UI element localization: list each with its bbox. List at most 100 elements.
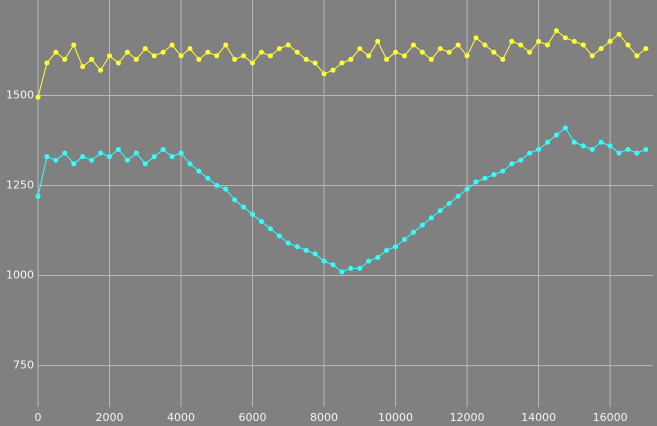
data-point <box>223 186 229 192</box>
data-point <box>133 56 139 62</box>
data-point <box>178 150 184 156</box>
data-point <box>267 53 273 59</box>
data-point <box>232 56 238 62</box>
data-point <box>321 71 327 77</box>
data-point <box>545 42 551 48</box>
x-tick-label: 4000 <box>167 411 195 424</box>
data-point <box>89 56 95 62</box>
data-point <box>437 208 443 214</box>
data-point <box>241 53 247 59</box>
x-tick-label: 12000 <box>450 411 485 424</box>
data-point <box>643 46 649 52</box>
data-point <box>250 60 256 66</box>
data-point <box>428 215 434 221</box>
data-point <box>348 265 354 271</box>
data-point <box>124 49 130 55</box>
data-point <box>250 211 256 217</box>
data-point <box>509 38 515 44</box>
y-tick-label: 1000 <box>6 269 34 282</box>
data-point <box>446 201 452 206</box>
data-point <box>607 143 613 149</box>
data-point <box>464 53 470 59</box>
data-point <box>401 237 407 243</box>
data-point <box>536 38 542 44</box>
data-point <box>303 247 309 253</box>
data-point <box>464 186 470 192</box>
data-point <box>98 67 104 73</box>
data-point <box>71 161 77 167</box>
data-point <box>312 60 318 66</box>
data-point <box>124 157 130 163</box>
x-tick-label: 16000 <box>593 411 628 424</box>
data-point <box>491 172 497 178</box>
data-point <box>357 46 363 52</box>
data-point <box>160 146 166 152</box>
data-point <box>482 42 488 48</box>
data-point <box>500 56 506 62</box>
data-point <box>205 49 211 55</box>
data-point <box>509 161 515 167</box>
data-point <box>375 38 381 44</box>
data-point <box>107 154 113 160</box>
data-point <box>330 67 336 73</box>
data-point <box>214 53 220 59</box>
data-point <box>625 146 631 152</box>
data-point <box>410 42 416 48</box>
data-point <box>473 35 479 41</box>
data-point <box>366 53 372 59</box>
data-point <box>258 219 264 225</box>
data-point <box>232 197 238 203</box>
data-point <box>339 60 345 66</box>
data-point <box>107 53 113 59</box>
data-point <box>348 56 354 62</box>
data-point <box>205 175 211 181</box>
data-point <box>80 154 86 160</box>
data-point <box>89 157 95 163</box>
data-point <box>446 49 452 55</box>
data-point <box>294 244 300 250</box>
data-point <box>598 139 604 145</box>
data-point <box>634 53 640 59</box>
data-point <box>330 262 336 268</box>
data-point <box>115 146 121 152</box>
data-point <box>321 258 327 264</box>
data-point <box>598 46 604 52</box>
data-point <box>151 154 157 160</box>
data-point <box>616 150 622 156</box>
x-tick-label: 6000 <box>239 411 267 424</box>
data-point <box>366 258 372 264</box>
x-tick-label: 2000 <box>96 411 124 424</box>
data-point <box>285 42 291 48</box>
data-point <box>62 56 68 62</box>
data-point <box>634 150 640 156</box>
data-point <box>410 229 416 235</box>
data-point <box>80 64 86 70</box>
data-point <box>258 49 264 55</box>
data-point <box>545 139 551 145</box>
data-point <box>625 42 631 48</box>
data-point <box>384 247 390 253</box>
data-point <box>294 49 300 55</box>
data-point <box>518 157 524 163</box>
data-point <box>553 28 559 34</box>
x-tick-label: 0 <box>35 411 42 424</box>
data-point <box>384 56 390 62</box>
data-point <box>98 150 104 156</box>
data-point <box>53 49 59 55</box>
data-point <box>375 255 381 261</box>
data-point <box>303 56 309 62</box>
data-point <box>616 31 622 37</box>
data-point <box>169 42 175 48</box>
data-point <box>491 49 497 55</box>
data-point <box>607 38 613 44</box>
y-tick-label: 750 <box>13 359 34 372</box>
data-point <box>285 240 291 246</box>
data-point <box>53 157 59 163</box>
series-line <box>37 127 647 273</box>
data-point <box>44 154 50 160</box>
data-point <box>580 143 586 149</box>
data-point <box>267 226 273 232</box>
data-point <box>482 175 488 181</box>
data-point <box>241 204 247 210</box>
